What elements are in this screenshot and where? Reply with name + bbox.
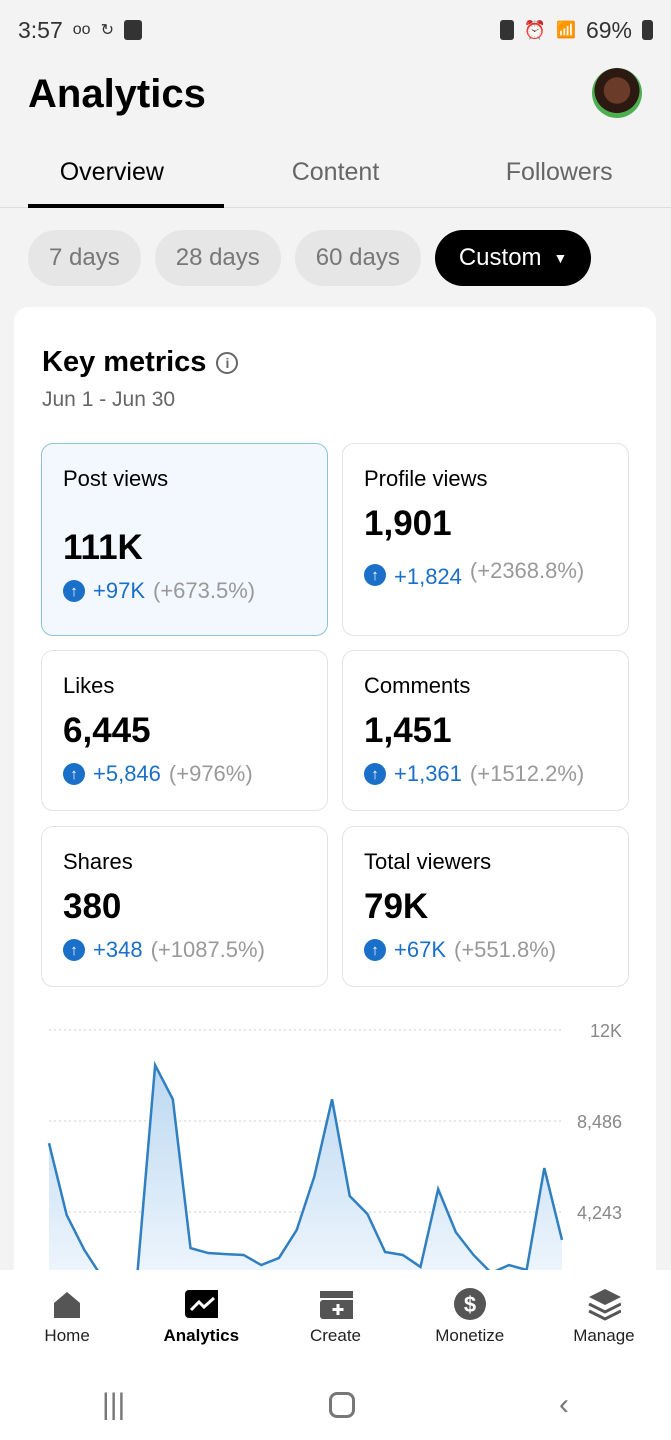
- date-range-label: Jun 1 - Jun 30: [42, 388, 176, 411]
- svg-text:$: $: [464, 1292, 476, 1317]
- y-tick-label: 8,486: [577, 1112, 622, 1132]
- date-range-chips: 7 days 28 days 60 days Custom ▼: [28, 230, 592, 286]
- range-28-days[interactable]: 28 days: [154, 230, 281, 286]
- back-icon[interactable]: ‹: [559, 1388, 570, 1421]
- metric-delta: +348: [93, 937, 143, 962]
- metric-percent: (+551.8%): [454, 937, 557, 962]
- metric-percent: (+1512.2%): [469, 761, 585, 786]
- arrow-up-icon: ↑: [364, 939, 386, 961]
- tab-bar: Overview Content Followers: [0, 140, 671, 208]
- nav-create-label: Create: [309, 1326, 362, 1345]
- status-bar: 3:57 oo ↻ ⏰ 📶 69%: [0, 0, 671, 60]
- range-7-days[interactable]: 7 days: [28, 230, 141, 286]
- metric-value: 1,451: [364, 711, 452, 750]
- info-icon[interactable]: i: [216, 351, 239, 374]
- clock: 3:57: [18, 16, 63, 43]
- metric-percent: (+2368.8%): [469, 558, 585, 583]
- arrow-up-icon: ↑: [63, 580, 85, 602]
- tab-followers[interactable]: Followers: [505, 158, 613, 186]
- voicemail-icon: oo: [72, 21, 91, 38]
- battery-percent: 69%: [585, 16, 632, 43]
- range-custom-label: Custom: [458, 244, 542, 271]
- metric-label: Post views: [63, 466, 169, 491]
- nav-home[interactable]: Home: [0, 1270, 134, 1370]
- bottom-nav: Home Analytics Create $ Monetize Manage: [0, 1270, 671, 1370]
- create-clapper-icon: [319, 1288, 353, 1320]
- system-nav-bar: ||| ‹: [0, 1370, 671, 1440]
- metric-delta: +1,361: [394, 761, 462, 786]
- metric-value: 380: [63, 887, 122, 926]
- key-metrics-heading: Key metrics i: [42, 346, 239, 379]
- nav-manage[interactable]: Manage: [537, 1270, 671, 1370]
- nav-analytics[interactable]: Analytics: [134, 1270, 268, 1370]
- range-custom[interactable]: Custom ▼: [434, 230, 592, 286]
- metric-comments[interactable]: Comments 1,451 ↑ +1,361 (+1512.2%): [342, 650, 629, 811]
- metric-percent: (+976%): [168, 761, 253, 786]
- metric-likes[interactable]: Likes 6,445 ↑ +5,846 (+976%): [41, 650, 328, 811]
- page-title: Analytics: [28, 72, 206, 116]
- nav-manage-label: Manage: [573, 1326, 635, 1345]
- metric-value: 111K: [63, 528, 143, 567]
- metric-profile-views[interactable]: Profile views 1,901 ↑ +1,824 (+2368.8%): [342, 443, 629, 636]
- chart-area: [49, 1065, 562, 1303]
- metric-delta: +1,824: [394, 564, 462, 589]
- y-tick-label: 12K: [590, 1021, 622, 1041]
- metric-percent: (+1087.5%): [150, 937, 265, 962]
- image-icon: [123, 20, 142, 40]
- metric-shares[interactable]: Shares 380 ↑ +348 (+1087.5%): [41, 826, 328, 987]
- nav-create[interactable]: Create: [268, 1270, 402, 1370]
- metric-delta: +97K: [93, 578, 145, 603]
- nav-analytics-label: Analytics: [163, 1326, 240, 1345]
- metric-delta: +67K: [394, 937, 446, 962]
- range-60-days[interactable]: 60 days: [294, 230, 421, 286]
- tab-overview[interactable]: Overview: [0, 140, 224, 208]
- metric-value: 79K: [364, 887, 429, 926]
- metric-label: Profile views: [364, 466, 488, 491]
- views-chart[interactable]: 12K 8,486 4,243: [0, 1010, 671, 1310]
- home-button-icon[interactable]: [329, 1392, 356, 1418]
- trend-chart-icon: [184, 1288, 219, 1320]
- y-tick-label: 4,243: [577, 1203, 622, 1223]
- recent-apps-icon[interactable]: |||: [101, 1388, 126, 1421]
- metric-label: Total viewers: [364, 849, 492, 874]
- nav-monetize[interactable]: $ Monetize: [403, 1270, 537, 1370]
- metric-label: Comments: [364, 673, 471, 698]
- metric-value: 1,901: [364, 504, 452, 543]
- sync-icon: ↻: [100, 22, 114, 39]
- dollar-icon: $: [453, 1288, 487, 1320]
- home-icon: [50, 1288, 84, 1320]
- metric-post-views[interactable]: Post views 111K ↑ +97K (+673.5%): [41, 443, 328, 636]
- metric-value: 6,445: [63, 711, 151, 750]
- battery-icon: [642, 20, 653, 40]
- arrow-up-icon: ↑: [364, 564, 386, 586]
- arrow-up-icon: ↑: [63, 939, 85, 961]
- key-metrics-title: Key metrics: [42, 346, 207, 378]
- tab-content[interactable]: Content: [291, 158, 380, 186]
- nav-monetize-label: Monetize: [435, 1326, 505, 1345]
- nav-home-label: Home: [44, 1326, 90, 1345]
- layers-icon: [587, 1288, 621, 1321]
- caret-down-icon: ▼: [553, 250, 568, 266]
- arrow-up-icon: ↑: [63, 763, 85, 785]
- avatar[interactable]: [592, 68, 642, 118]
- arrow-up-icon: ↑: [364, 763, 386, 785]
- metric-label: Likes: [63, 673, 115, 698]
- battery-saver-icon: [499, 20, 514, 40]
- wifi-icon: 📶: [556, 22, 576, 39]
- alarm-icon: ⏰: [523, 19, 547, 40]
- metric-delta: +5,846: [93, 761, 161, 786]
- metric-percent: (+673.5%): [153, 578, 256, 603]
- metric-total-viewers[interactable]: Total viewers 79K ↑ +67K (+551.8%): [342, 826, 629, 987]
- metric-label: Shares: [63, 849, 133, 874]
